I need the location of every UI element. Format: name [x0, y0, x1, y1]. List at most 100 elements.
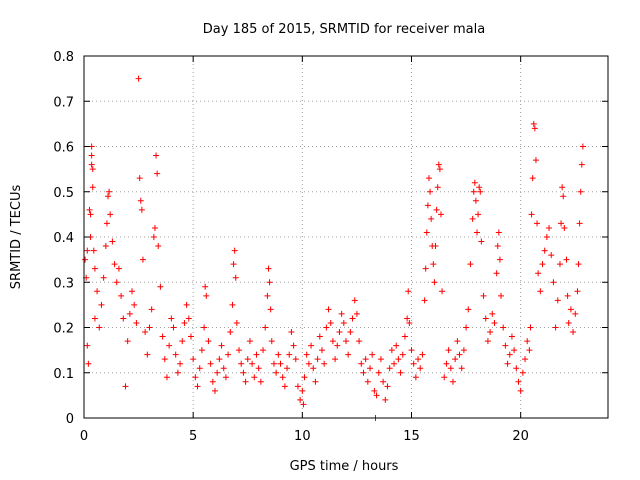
data-point [135, 75, 142, 82]
data-point [109, 238, 116, 245]
data-point [321, 360, 328, 367]
x-tick-label: 15 [403, 429, 420, 444]
data-point [90, 247, 97, 254]
data-point [498, 292, 505, 299]
data-point [181, 319, 188, 326]
data-point [565, 319, 572, 326]
data-point [427, 188, 434, 195]
data-point [556, 261, 563, 268]
data-point [428, 215, 435, 222]
data-point [534, 220, 541, 227]
data-point [91, 315, 98, 322]
data-point [323, 324, 330, 331]
data-point [290, 342, 297, 349]
data-point [530, 120, 537, 127]
data-point [527, 324, 534, 331]
data-point [85, 360, 92, 367]
data-point [456, 351, 463, 358]
data-point [495, 229, 502, 236]
data-point [329, 338, 336, 345]
data-point [480, 292, 487, 299]
x-axis-label: GPS time / hours [290, 459, 399, 474]
data-point [449, 378, 456, 385]
data-point [91, 265, 98, 272]
data-point [102, 243, 109, 250]
y-tick-label: 0.2 [53, 322, 74, 337]
data-point [537, 288, 544, 295]
data-point [491, 319, 498, 326]
data-point [201, 324, 208, 331]
data-point [94, 288, 101, 295]
y-axis-label: SRMTID / TECUs [9, 185, 24, 290]
data-point [209, 378, 216, 385]
data-point [232, 274, 239, 281]
data-point [410, 360, 417, 367]
chart-title: Day 185 of 2015, SRMTID for receiver mal… [203, 22, 485, 37]
y-tick-label: 0.4 [53, 231, 74, 246]
data-point [434, 184, 441, 191]
data-point [345, 351, 352, 358]
data-point [166, 342, 173, 349]
data-point [463, 324, 470, 331]
data-point [443, 360, 450, 367]
data-point [431, 279, 438, 286]
data-point [230, 261, 237, 268]
data-point [578, 161, 585, 168]
data-point [133, 319, 140, 326]
data-point [432, 243, 439, 250]
data-point [194, 383, 201, 390]
data-point [327, 319, 334, 326]
data-point [205, 338, 212, 345]
data-point [397, 369, 404, 376]
data-point [136, 175, 143, 182]
data-point [404, 315, 411, 322]
data-point [546, 224, 553, 231]
data-point [517, 387, 524, 394]
data-point [574, 288, 581, 295]
data-point [347, 329, 354, 336]
data-point [238, 360, 245, 367]
data-point [202, 283, 209, 290]
data-point [405, 288, 412, 295]
data-point [526, 347, 533, 354]
grid-lines [84, 56, 608, 418]
data-point [220, 365, 227, 372]
data-point [190, 356, 197, 363]
data-point [529, 175, 536, 182]
data-point [183, 301, 190, 308]
data-point [336, 329, 343, 336]
data-point [356, 338, 363, 345]
data-point [233, 319, 240, 326]
data-points [82, 75, 586, 421]
y-tick-label: 0.5 [53, 186, 74, 201]
data-point [264, 292, 271, 299]
data-point [564, 292, 571, 299]
data-point [299, 387, 306, 394]
data-point [105, 193, 112, 200]
data-point [391, 360, 398, 367]
data-point [159, 333, 166, 340]
data-point [386, 365, 393, 372]
data-point [231, 247, 238, 254]
data-point [475, 211, 482, 218]
data-point [288, 329, 295, 336]
data-point [377, 356, 384, 363]
data-point [218, 342, 225, 349]
data-point [98, 301, 105, 308]
data-point [470, 188, 477, 195]
data-point [103, 220, 110, 227]
data-point [559, 184, 566, 191]
data-point [270, 360, 277, 367]
data-point [129, 288, 136, 295]
data-point [522, 356, 529, 363]
data-point [300, 401, 307, 408]
data-point [508, 333, 515, 340]
data-point [284, 365, 291, 372]
data-point [203, 292, 210, 299]
data-point [395, 356, 402, 363]
data-point [257, 378, 264, 385]
data-point [478, 238, 485, 245]
data-point [227, 329, 234, 336]
data-point [303, 351, 310, 358]
data-point [441, 374, 448, 381]
